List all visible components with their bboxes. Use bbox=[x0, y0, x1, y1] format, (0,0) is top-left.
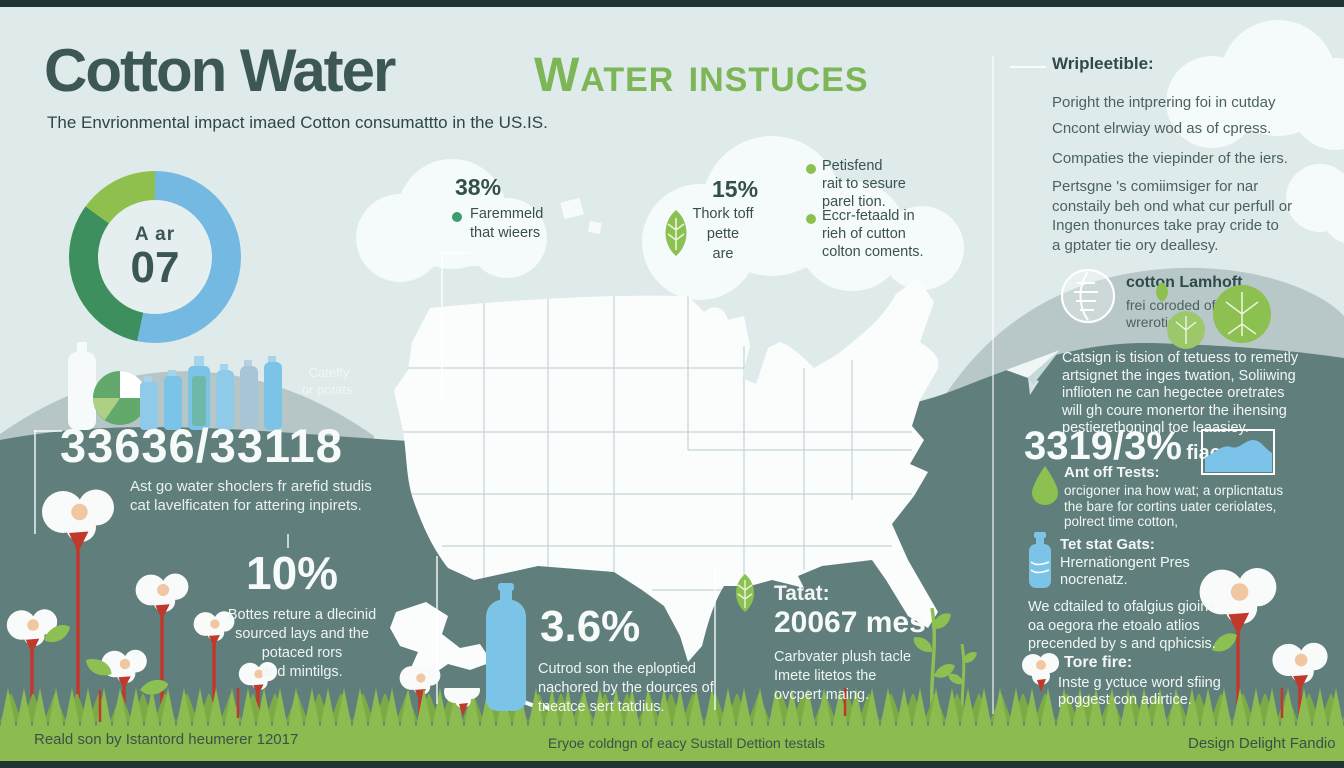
sidebar-para-2: Compaties the viepinder of the iers. bbox=[1052, 150, 1288, 167]
leader-line-38-v bbox=[441, 252, 443, 404]
stat-38-value: 38% bbox=[455, 174, 502, 200]
big-ratio-value: 33636/33118 bbox=[60, 419, 343, 472]
bottle-row-illustration bbox=[68, 342, 282, 430]
divider-2 bbox=[714, 564, 716, 710]
cotton-flower-icon bbox=[1022, 653, 1059, 692]
page-title: Cotton Water bbox=[44, 37, 396, 104]
stat-total-label: Tatat: bbox=[774, 582, 830, 605]
stat-36-value: 3.6% bbox=[540, 602, 641, 651]
sidebar-item4-title: Tore fire: bbox=[1064, 654, 1133, 671]
sidebar-plain-paragraph: We cdtailed to ofalgius gioins oa oegora… bbox=[1028, 599, 1216, 652]
leaf-circles-icon bbox=[1156, 282, 1271, 349]
bullet-c-text: Eccr-fetaald in rieh of cutton colton co… bbox=[822, 208, 924, 260]
leaf-icon bbox=[736, 574, 754, 612]
sidebar-item2-title: Tet stat Gats: bbox=[1060, 536, 1155, 553]
bottles-caption: Catefly or potats. bbox=[301, 365, 357, 397]
bottle-icon bbox=[1029, 532, 1051, 588]
big-bottle-icon bbox=[486, 583, 526, 711]
sidebar-para-1: Poright the intprering foi in cutday Cnc… bbox=[1052, 94, 1276, 137]
sidebar-item1-lines: orcigoner ina how wat; a orplicntatus th… bbox=[1064, 483, 1284, 529]
sidebar-para-3: Pertsgne 's comiimsiger for nar constail… bbox=[1052, 178, 1293, 254]
bracket-h bbox=[34, 430, 62, 432]
area-chart-icon bbox=[1201, 429, 1275, 475]
bottom-strip bbox=[0, 761, 1344, 768]
sidebar-teal-paragraph: Catsign is tision of tetuess to remetly … bbox=[1062, 350, 1299, 436]
alaska bbox=[390, 602, 492, 678]
stat-10-desc: Bottes reture a dlecinid sourced lays an… bbox=[227, 607, 377, 680]
stat-10-value: 10% bbox=[246, 547, 339, 599]
bullet-dot-lime bbox=[806, 214, 816, 224]
bullet-dot-green bbox=[452, 212, 462, 222]
cloud-center bbox=[642, 136, 964, 300]
map-fragment bbox=[587, 220, 602, 235]
state-borders bbox=[394, 290, 912, 591]
pie-icon bbox=[93, 371, 147, 425]
page-subtitle: The Envrionmental impact imaed Cotton co… bbox=[47, 113, 548, 132]
tick-above-10 bbox=[287, 534, 289, 548]
poking-flower bbox=[444, 688, 480, 716]
leaf-icon bbox=[665, 210, 687, 256]
divider-1 bbox=[436, 556, 438, 704]
sidebar-stat: 3319/3% fiacs bbox=[1024, 424, 1232, 469]
sidebar-item4-lines: Inste g yctuce word sfiing poggest con a… bbox=[1058, 675, 1221, 708]
sidebar-item1-title: Ant off Tests: bbox=[1064, 464, 1160, 481]
paper-plane-icon bbox=[1006, 350, 1060, 395]
page-title-accent: Water instuces bbox=[534, 49, 869, 102]
leader-line-38-h bbox=[441, 252, 469, 254]
cloud-left bbox=[356, 159, 547, 282]
stat-15-value: 15% bbox=[712, 176, 759, 202]
map-fragment bbox=[560, 197, 584, 220]
stat-total-value: 20067 mes bbox=[774, 606, 926, 639]
footer-credit-left: Reald son by Istantord heumerer 12017 bbox=[34, 731, 299, 748]
stat-total-desc: Carbvater plush tacle Imete litetos the … bbox=[774, 649, 912, 703]
cotton-globe-icon bbox=[1060, 268, 1116, 324]
white-bottle-icon bbox=[68, 342, 96, 430]
us-mainland bbox=[394, 278, 939, 662]
stat-15-caption: Thork toff pette are bbox=[692, 206, 754, 262]
sidebar-divider bbox=[992, 56, 994, 714]
top-strip bbox=[0, 0, 1344, 7]
us-map bbox=[390, 278, 939, 711]
bullet-dot-lime bbox=[806, 164, 816, 174]
bracket-v bbox=[34, 430, 36, 534]
cloud-top-right bbox=[1166, 20, 1344, 150]
sidebar-dash bbox=[1010, 66, 1046, 68]
donut-center-label: A ar bbox=[134, 223, 176, 245]
bullet-b-text: Petisfend rait to sesure parel tion. bbox=[822, 158, 906, 210]
stat-36-desc: Cutrod son the eploptied nachored by the… bbox=[538, 661, 714, 715]
donut-center: A ar 07 bbox=[98, 200, 212, 314]
blue-bottles-icons bbox=[140, 356, 282, 430]
sidebar-stat-value: 3319/3% bbox=[1024, 424, 1182, 468]
footer-credit-right: Design Delight Fandio bbox=[1188, 735, 1336, 752]
droplet-icon bbox=[1032, 466, 1058, 505]
donut-center-value: 07 bbox=[130, 242, 180, 292]
poking-stems bbox=[98, 688, 1284, 722]
sidebar-item2-lines: Hrernationgent Pres nocrenatz. bbox=[1060, 555, 1190, 588]
cloud-right-small bbox=[1286, 164, 1344, 243]
donut-chart: A ar 07 bbox=[69, 171, 241, 343]
big-ratio-desc: Ast go water shoclers fr arefid studis c… bbox=[130, 478, 372, 514]
lamhoft-title: cotton Lamhoft bbox=[1126, 274, 1243, 291]
cloud-shapes bbox=[356, 20, 1344, 300]
stat-38-caption: Faremmeld that wieers bbox=[470, 206, 544, 241]
footer-credit-center: Eryoe coldngn of eacy Sustall Dettion te… bbox=[548, 735, 826, 751]
sidebar-heading: Wripleetible: bbox=[1052, 54, 1154, 73]
